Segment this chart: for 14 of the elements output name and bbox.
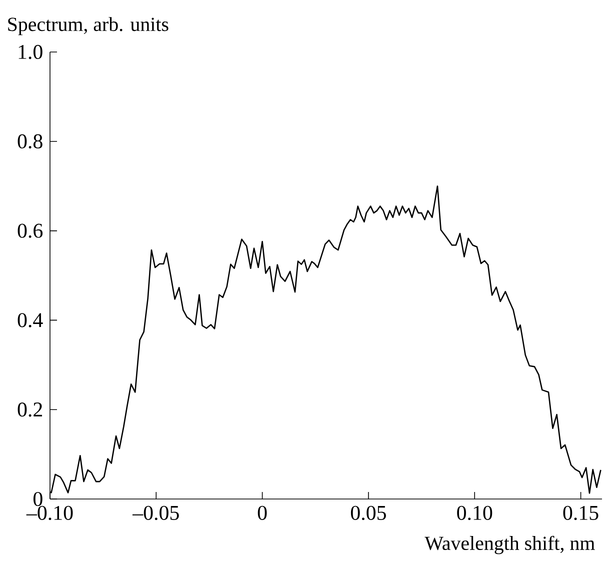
x-tick-label: –0.05 [132, 506, 179, 520]
x-tick-label: 0.05 [350, 506, 386, 520]
x-tick-label: 0.10 [457, 506, 492, 520]
y-tick-label: 0.8 [18, 134, 42, 148]
y-tick-label: 0.4 [18, 313, 43, 328]
y-tick-label: 0.6 [18, 224, 43, 238]
x-axis-title: Wavelength shift, nm [424, 536, 595, 554]
x-tick-label: 0.15 [563, 506, 598, 520]
x-tick-label: 0 [258, 506, 267, 520]
y-tick-label: 0.2 [18, 402, 42, 417]
y-tick-label: 1.0 [18, 44, 42, 60]
y-tick-label: 0 [33, 492, 42, 506]
y-axis-title: Spectrum, arb. units [8, 17, 168, 36]
x-tick-label: –0.10 [26, 506, 73, 520]
